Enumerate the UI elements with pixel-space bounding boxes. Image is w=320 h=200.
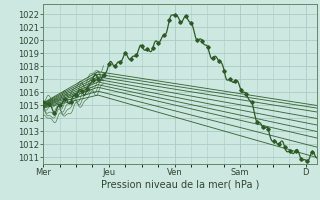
X-axis label: Pression niveau de la mer( hPa ): Pression niveau de la mer( hPa ) (101, 180, 259, 190)
